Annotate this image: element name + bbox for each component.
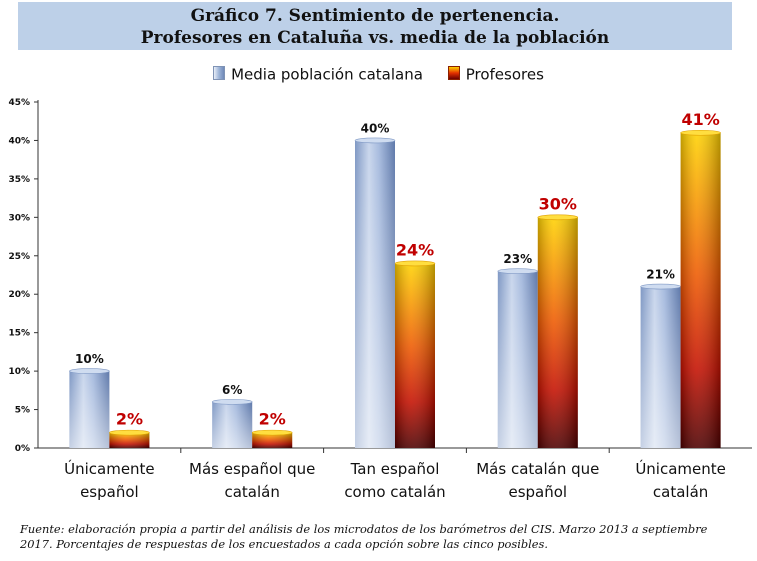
legend-label-poblacion: Media población catalana (231, 65, 423, 84)
bar-cap (537, 214, 579, 221)
y-tick-label: 25% (8, 252, 30, 262)
data-label-poblacion: 23% (503, 252, 532, 266)
legend-swatch-profesores (447, 66, 460, 81)
y-tick-label: 40% (8, 136, 30, 146)
x-category-label-line: Más español que (189, 460, 316, 478)
chart-title-line-2: Profesores en Cataluña vs. media de la p… (140, 28, 610, 48)
y-tick-label: 20% (8, 290, 30, 300)
bar-shading (497, 271, 538, 448)
bar-cap (680, 129, 721, 136)
bar-shading (395, 263, 435, 448)
legend-item-profesores: Profesores (447, 65, 544, 84)
y-tick-label: 45% (8, 98, 30, 108)
y-tick-label: 0% (15, 444, 30, 454)
x-category-label: Más español que catalán (177, 458, 327, 504)
data-label-poblacion: 6% (222, 383, 242, 397)
bar-cap (354, 137, 396, 144)
y-tick-label: 5% (15, 406, 30, 416)
x-category-label-line: como catalán (344, 483, 446, 501)
chart-legend: Media población catalana Profesores (0, 65, 757, 85)
bar-cap (640, 283, 681, 290)
bar-cap (211, 399, 253, 405)
bar-cap (394, 260, 436, 267)
legend-label-profesores: Profesores (465, 65, 544, 84)
legend-swatch-poblacion (213, 66, 226, 81)
bar-shading (537, 217, 578, 448)
x-category-label-line: catalán (652, 483, 709, 501)
x-category-label-line: Únicamente (64, 460, 155, 478)
y-tick-label: 15% (8, 329, 30, 339)
data-label-poblacion: 21% (646, 268, 675, 282)
x-category-label-line: español (508, 483, 568, 501)
bar-cap (69, 368, 110, 374)
data-label-poblacion: 40% (361, 121, 390, 135)
bar-shading (69, 371, 110, 448)
bar-cap (251, 429, 293, 436)
bar-shading (680, 132, 721, 448)
y-tick-label: 10% (8, 367, 30, 377)
x-category-label: Tan español como catalán (320, 458, 470, 504)
source-footnote: Fuente: elaboración propia a partir del … (20, 522, 708, 551)
bar-cap (109, 429, 150, 436)
chart-title-box: Gráfico 7. Sentimiento de pertenencia. P… (18, 2, 732, 50)
bar-shading (109, 432, 150, 448)
data-label-profesores: 41% (681, 110, 719, 129)
bar-cap (497, 268, 539, 274)
x-category-label-line: Tan español (350, 460, 440, 478)
chart-title-line-1: Gráfico 7. Sentimiento de pertenencia. (190, 6, 560, 26)
x-category-label: Únicamente español (34, 458, 184, 504)
data-label-profesores: 30% (539, 194, 577, 213)
x-category-label-line: Únicamente (635, 460, 726, 478)
legend-item-poblacion: Media población catalana (213, 65, 423, 84)
y-tick-label: 35% (8, 175, 30, 185)
data-label-poblacion: 10% (75, 352, 104, 366)
data-label-profesores: 24% (396, 240, 434, 259)
bar-shading (640, 286, 681, 448)
x-category-label: Únicamente catalán (606, 458, 756, 504)
x-category-label-line: español (80, 483, 139, 501)
y-tick-label: 30% (8, 213, 30, 223)
x-category-label-line: Más catalán que (476, 460, 600, 478)
x-category-label: Más catalán que español (463, 458, 613, 504)
bar-shading (252, 432, 293, 448)
x-category-label-line: catalán (224, 483, 280, 501)
data-label-profesores: 2% (259, 410, 286, 429)
bar-shading (212, 401, 253, 448)
data-label-profesores: 2% (116, 410, 143, 429)
bar-shading (355, 140, 395, 448)
